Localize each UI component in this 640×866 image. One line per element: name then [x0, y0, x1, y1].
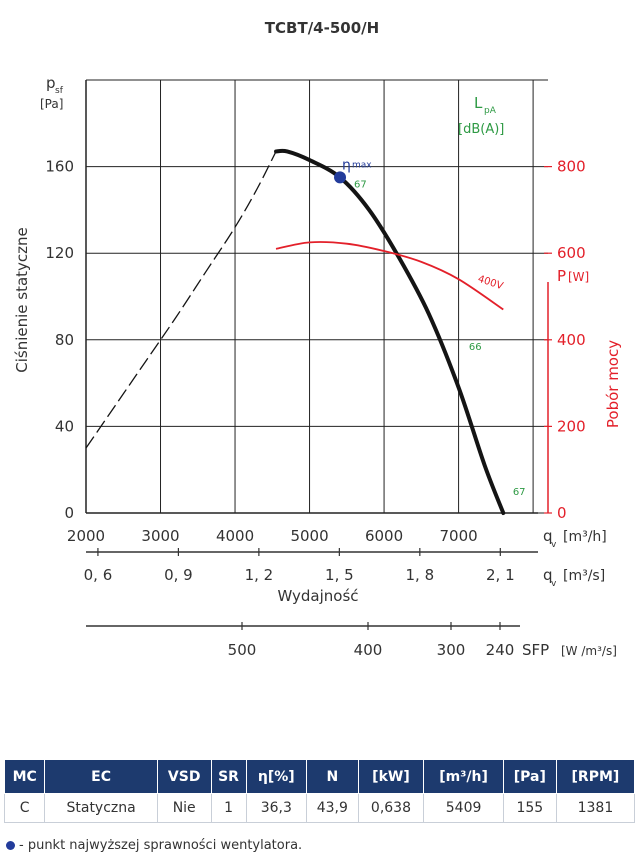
value-m3h: 5409: [423, 793, 504, 823]
header-mc: MC: [3, 759, 46, 794]
value-rpm: 1381: [555, 793, 636, 823]
x-tick-label-m3s: 1, 8: [406, 566, 435, 584]
x-axis-m3s-unit: [m³/s]: [563, 568, 605, 584]
y-tick-label: 160: [45, 158, 74, 176]
spec-header-row: MC EC VSD SR η[%] N [kW] [m³/h] [Pa] [RP…: [3, 759, 636, 794]
y-axis-unit: [Pa]: [40, 97, 63, 111]
header-rpm: [RPM]: [555, 759, 636, 794]
power-axis-label: Pobór mocy: [604, 340, 622, 428]
value-sr: 1: [210, 793, 247, 823]
y-ticks: 0 40 80 120 160: [45, 158, 74, 522]
sfp-tick-label: 240: [486, 641, 515, 659]
x-axis-m3h-symbol: q: [543, 527, 553, 545]
sfp-tick-label: 300: [437, 641, 466, 659]
y-tick-label: 0: [64, 504, 74, 522]
sfp-tick-label: 400: [354, 641, 383, 659]
header-m3h: [m³/h]: [423, 759, 504, 794]
header-ec: EC: [44, 759, 158, 794]
sfp-unit: [W /m³/s]: [561, 644, 617, 658]
sfp-tick-label: 500: [228, 641, 257, 659]
legend-note: - punkt najwyższej sprawności wentylator…: [6, 838, 302, 853]
y-axis-subscript: sf: [55, 86, 64, 96]
header-kw: [kW]: [357, 759, 425, 794]
power-axis-unit: [W]: [568, 270, 589, 284]
x-tick-label-m3h: 6000: [365, 527, 403, 545]
power-tick-label: 800: [557, 158, 586, 176]
power-tick-label: 600: [557, 244, 586, 262]
value-pa: 155: [502, 793, 557, 823]
x-axis-m3h-unit: [m³/h]: [563, 529, 607, 545]
spec-value-row: C Statyczna Nie 1 36,3 43,9 0,638 5409 1…: [3, 793, 636, 823]
lpa-unit: [dB(A)]: [458, 122, 504, 137]
spec-table: MC EC VSD SR η[%] N [kW] [m³/h] [Pa] [RP…: [3, 759, 636, 823]
power-tick-label: 0: [557, 504, 567, 522]
value-vsd: Nie: [156, 793, 212, 823]
power-tick-label: 400: [557, 331, 586, 349]
value-n: 43,9: [306, 793, 359, 823]
pressure-curve-unstable: [85, 151, 277, 449]
noise-labels: 67 66 67: [354, 179, 526, 497]
y-tick-label: 40: [55, 417, 74, 435]
x-axis-m3s-symbol: q: [543, 566, 553, 584]
power-curve-400v: [275, 241, 504, 311]
eta-point-legend-icon: [6, 841, 15, 850]
chart-title: TCBT/4-500/H: [265, 19, 379, 37]
x-tick-label-m3h: 7000: [439, 527, 477, 545]
x-ticks-m3h: 2000 3000 4000 5000 6000 7000: [67, 527, 478, 545]
x-axis-label: Wydajność: [277, 587, 358, 605]
y-axis-symbol: p: [46, 74, 56, 92]
x-tick-label-m3s: 0, 9: [164, 566, 193, 584]
grid: [85, 79, 548, 514]
legend-note-text: - punkt najwyższej sprawności wentylator…: [19, 838, 303, 853]
eta-max-symbol: η: [342, 157, 351, 173]
power-tick-label: 200: [557, 417, 586, 435]
x-tick-label-m3h: 5000: [290, 527, 328, 545]
header-sr: SR: [210, 759, 247, 794]
x-axis-m3h-subscript: v: [551, 540, 557, 550]
lpa-symbol: L: [474, 94, 483, 112]
x-tick-label-m3s: 2, 1: [486, 566, 515, 584]
y-axis-label: Ciśnienie statyczne: [13, 227, 31, 373]
y-tick-label: 80: [55, 331, 74, 349]
x-tick-label-m3s: 0, 6: [84, 566, 113, 584]
sfp-ticks: 500 400 300 240: [228, 622, 515, 659]
eta-max-subscript: max: [352, 160, 372, 170]
fan-chart: TCBT/4-500/H p sf [Pa] Ciśnienie statycz…: [13, 19, 622, 659]
header-pa: [Pa]: [502, 759, 557, 794]
x-tick-label-m3s: 1, 2: [245, 566, 274, 584]
x-tick-label-m3h: 3000: [141, 527, 179, 545]
value-mc: C: [3, 793, 46, 823]
power-ticks: 0 200 400 600 800: [544, 158, 586, 522]
x-tick-label-m3s: 1, 5: [325, 566, 354, 584]
x-axis-m3s-subscript: v: [551, 579, 557, 589]
eta-max-point: [334, 171, 347, 184]
pressure-curve: [274, 148, 506, 515]
sfp-label: SFP: [522, 641, 549, 659]
noise-label: 66: [469, 342, 482, 353]
x-tick-label-m3h: 4000: [216, 527, 254, 545]
header-vsd: VSD: [156, 759, 212, 794]
power-curve-label: 400V: [476, 274, 504, 293]
header-n: N: [306, 759, 359, 794]
value-kw: 0,638: [357, 793, 425, 823]
y-tick-label: 120: [45, 244, 74, 262]
value-ec: Statyczna: [44, 793, 158, 823]
lpa-subscript: pA: [484, 106, 497, 116]
header-eta: η[%]: [245, 759, 308, 794]
x-tick-label-m3h: 2000: [67, 527, 105, 545]
power-axis-symbol: P: [557, 267, 566, 285]
x-ticks-m3s: 0, 6 0, 9 1, 2 1, 5 1, 8 2, 1: [84, 548, 515, 584]
noise-label: 67: [354, 179, 367, 190]
value-eta: 36,3: [245, 793, 308, 823]
noise-label: 67: [513, 487, 526, 498]
